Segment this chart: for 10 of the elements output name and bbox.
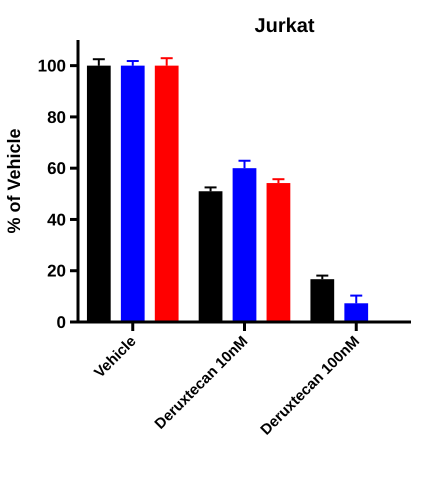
bar (120, 66, 145, 322)
bar (266, 183, 290, 322)
y-tick-label: 0 (56, 312, 66, 332)
y-tick-label: 20 (47, 262, 66, 281)
y-tick-label: 40 (47, 210, 66, 230)
y-tick-label: 80 (47, 108, 66, 127)
y-tick-label: 100 (38, 56, 66, 76)
chart-title: Jurkat (254, 15, 315, 37)
y-axis-title: % of Vehicle (4, 128, 24, 234)
y-tick-label: 60 (47, 159, 66, 178)
